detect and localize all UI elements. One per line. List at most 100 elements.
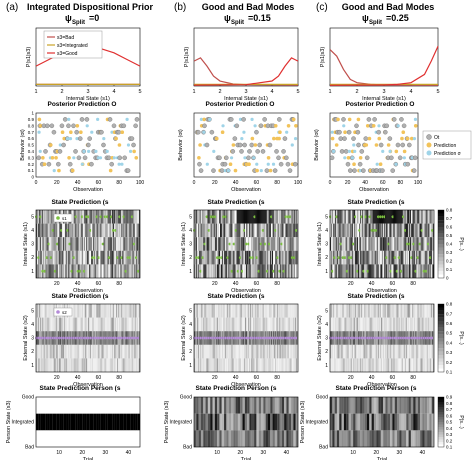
row4-cell [204,344,206,359]
row3-cell [264,223,266,238]
row4-cell [266,358,268,373]
row4-cell [257,358,259,373]
row4-cell [101,317,103,332]
row3-cell [338,237,340,251]
row3-cell [394,237,396,251]
row5-colorbar-cell [438,397,444,400]
row3-cell [214,250,216,265]
row3-cell [203,210,205,224]
legend-label-integrated: s3=Integrated [57,43,88,49]
row3-cell [82,210,84,224]
row3-cell [223,237,225,251]
row3-cell [366,223,368,238]
row2-point-prediction [358,156,363,160]
row5-cell [135,430,138,448]
row3-cell [213,264,215,279]
row4-cell [268,317,270,332]
row4-cell [420,304,422,318]
row5-cell [403,430,407,448]
row3-cell [403,237,405,251]
row4-cell [360,304,362,318]
row4-cell [121,358,123,373]
row3-cell [391,250,393,265]
row5-cell [91,430,94,448]
row3-cell [220,223,222,238]
row4-cell [60,317,63,332]
row4-cell [204,358,206,373]
row3-cell [124,210,126,224]
row3-cell [338,223,340,238]
row4-cell [402,358,404,373]
row4-cell [231,358,233,373]
row3-cell [270,223,273,238]
row4-cell [240,344,242,359]
row3-cell [57,264,59,279]
row3-cell [75,223,77,238]
row4-cell [428,304,430,318]
row4-cell [78,304,80,318]
row2-point-observed [202,123,207,129]
row2-point-observed [62,117,68,122]
row4-xtick-label-a: 80 [116,375,122,381]
row4-cell [291,358,293,373]
row4-cell [364,317,366,332]
row4-cell [275,344,277,359]
row5-cell [424,397,428,414]
row4-cell [98,344,100,359]
row5-cell [82,397,85,414]
row3-cell [199,237,201,251]
row3-ylabel-b: Internal State (s1) [181,222,187,266]
row4-cell [213,358,215,373]
row2-point-observed [61,142,66,148]
row4-cell [213,344,215,359]
row5-cell [130,397,134,414]
row5-cell [63,397,67,414]
row4-ytick-label-a: 2 [31,349,34,355]
row2-point-observed [384,123,390,129]
row3-cell [71,250,73,265]
row4-ytick-label-a: 3 [31,336,34,342]
row4-cell [118,358,120,373]
row2-point-prediction-sd [396,124,400,128]
row3-cell [294,250,296,265]
row3-cell [401,237,403,251]
column-title-a: Integrated Dispositional Prior [27,2,154,12]
row3-cell [223,264,225,279]
row3-cell [211,250,213,265]
row3-cell [96,250,98,265]
row4-cell [286,304,288,318]
row3-cell [63,250,65,265]
row3-ytick-label-b: 5 [189,214,192,220]
row1-ylabel-a: P(s1|s3) [26,47,32,68]
row4-cell [367,344,369,359]
row3-cell [418,223,420,238]
row4-cell [105,317,107,332]
row4-colorbar-label: P(s...) [458,331,464,345]
row3-cell [356,223,358,238]
row5-cell [291,430,294,448]
row4-cell [259,344,261,359]
row5-cell [49,430,53,448]
row4-cell [112,304,115,318]
row4-cell [66,317,68,332]
row3-cell [253,223,255,238]
row4-colorbar-cell [438,348,444,352]
row3-cell [50,237,52,251]
row5-cell [387,397,391,414]
row3-cell [116,264,118,279]
row4-colorbar-cell [438,310,444,315]
row3-cell [203,223,205,238]
row3-cell [48,210,50,224]
row4-cell [293,304,295,318]
row3-cell [100,250,102,265]
row4-cell [47,344,49,359]
row4-cell [66,358,68,373]
row4-cell [40,358,42,373]
row4-cell [200,317,202,332]
row3-cell [97,264,99,279]
row4-cell [345,304,347,318]
row4-cell [134,358,136,373]
row3-cell [365,264,367,279]
row3-cell [138,210,141,224]
row5-cell [295,430,299,448]
